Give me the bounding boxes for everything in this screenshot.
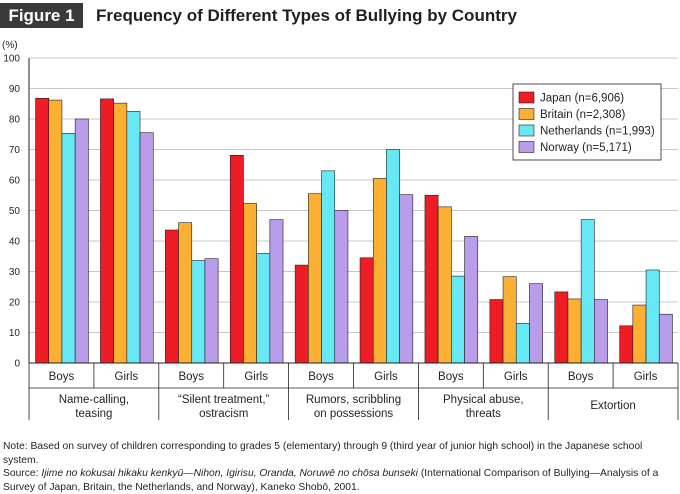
legend-swatch [518, 141, 535, 153]
bar [464, 236, 479, 364]
x-category-label: Boys [308, 371, 334, 383]
x-category-label: Girls [634, 371, 658, 383]
bar [269, 219, 284, 364]
y-tick-label: 90 [9, 84, 21, 95]
source-text: Source: Ijime no kokusai hikaku kenkyū—N… [3, 467, 679, 494]
legend-label: Netherlands (n=1,993) [540, 126, 655, 138]
y-tick-label: 30 [9, 267, 21, 278]
bar [515, 323, 530, 364]
figure-title: Frequency of Different Types of Bullying… [96, 6, 517, 25]
bar [399, 194, 414, 364]
bar [165, 229, 179, 364]
x-category-label: Girls [504, 371, 528, 383]
x-group-label: Extortion [590, 400, 635, 412]
bar [35, 97, 50, 364]
bar [178, 222, 193, 364]
y-tick-label: 40 [9, 237, 21, 248]
bar [580, 219, 595, 364]
bar [334, 210, 349, 364]
legend-swatch [518, 91, 535, 104]
bar [100, 98, 114, 364]
bar [424, 194, 439, 364]
bar [204, 258, 219, 364]
bar [658, 313, 673, 364]
bar [229, 154, 244, 364]
x-group-label: “Silent treatment,” ostracism [178, 394, 270, 420]
x-category-label: Boys [438, 371, 464, 383]
x-axis: Boys Girls Boys Girls Boys Girls Boys Girls Boys… [28, 362, 679, 420]
source-title: Ijime no kokusai hikaku kenkyū—Nihon, Ig… [41, 468, 418, 479]
legend-label: Japan (n=6,906) [540, 93, 624, 105]
legend-box [512, 83, 662, 161]
bar [113, 102, 128, 364]
y-tick-label: 60 [9, 176, 21, 187]
source-prefix: Source: [3, 468, 42, 479]
x-group-label: Physical abuse, threats [443, 394, 524, 420]
note-text: Note: Based on survey of children corres… [3, 441, 643, 466]
figure-notes: Note: Based on survey of children corres… [3, 440, 679, 494]
bar [191, 260, 206, 364]
y-tick-label: 100 [3, 54, 20, 65]
x-group-label: Name-calling, teasing [59, 394, 129, 420]
bar [567, 298, 582, 364]
y-tick-label: 20 [9, 298, 21, 309]
bar [386, 149, 400, 364]
bar [451, 275, 465, 364]
x-group-label: Rumors, scribbling on possessions [306, 394, 401, 420]
bar [632, 304, 647, 364]
x-category-label: Girls [115, 371, 139, 383]
bar [321, 170, 336, 364]
bar [294, 264, 309, 364]
y-axis-unit-label: (%) [2, 40, 18, 51]
bar [61, 133, 76, 364]
figure-header: Figure 1 Frequency of Different Types of… [0, 3, 680, 28]
y-tick-label: 80 [9, 115, 21, 126]
legend-swatch [518, 124, 535, 137]
legend-swatch [518, 108, 535, 120]
bar [139, 132, 154, 364]
y-axis-ticks: 0 10 20 30 40 50 60 70 80 90 100 [3, 54, 20, 370]
bar [489, 299, 504, 364]
y-tick-label: 0 [14, 359, 20, 370]
bar [308, 193, 322, 364]
legend-label: Britain (n=2,308) [540, 109, 626, 121]
x-category-label: Girls [374, 371, 398, 383]
bar [74, 118, 89, 364]
bar [619, 325, 634, 364]
bar [256, 253, 271, 364]
bars [35, 97, 673, 364]
x-category-label: Girls [244, 371, 268, 383]
legend-label: Norway (n=5,171) [540, 142, 632, 154]
source-rest: (International Comparison of Bullying—An… [3, 468, 659, 493]
bar [554, 291, 569, 364]
bar [243, 203, 257, 364]
figure-label: Figure 1 [0, 3, 83, 28]
x-category-label: Boys [178, 371, 204, 383]
legend: Japan (n=6,906) Britain (n=2,308) Netherla… [512, 83, 662, 161]
bar [645, 269, 660, 364]
bar [502, 276, 517, 364]
bar [594, 299, 608, 364]
bar [48, 99, 63, 364]
bar [359, 257, 374, 364]
bar [437, 206, 452, 364]
y-tick-label: 10 [9, 328, 21, 339]
y-tick-label: 50 [9, 206, 21, 217]
bar [126, 111, 141, 364]
bar [529, 283, 543, 364]
y-tick-label: 70 [9, 145, 21, 156]
x-category-label: Boys [568, 371, 594, 383]
bar [372, 178, 387, 364]
x-category-label: Boys [49, 371, 75, 383]
